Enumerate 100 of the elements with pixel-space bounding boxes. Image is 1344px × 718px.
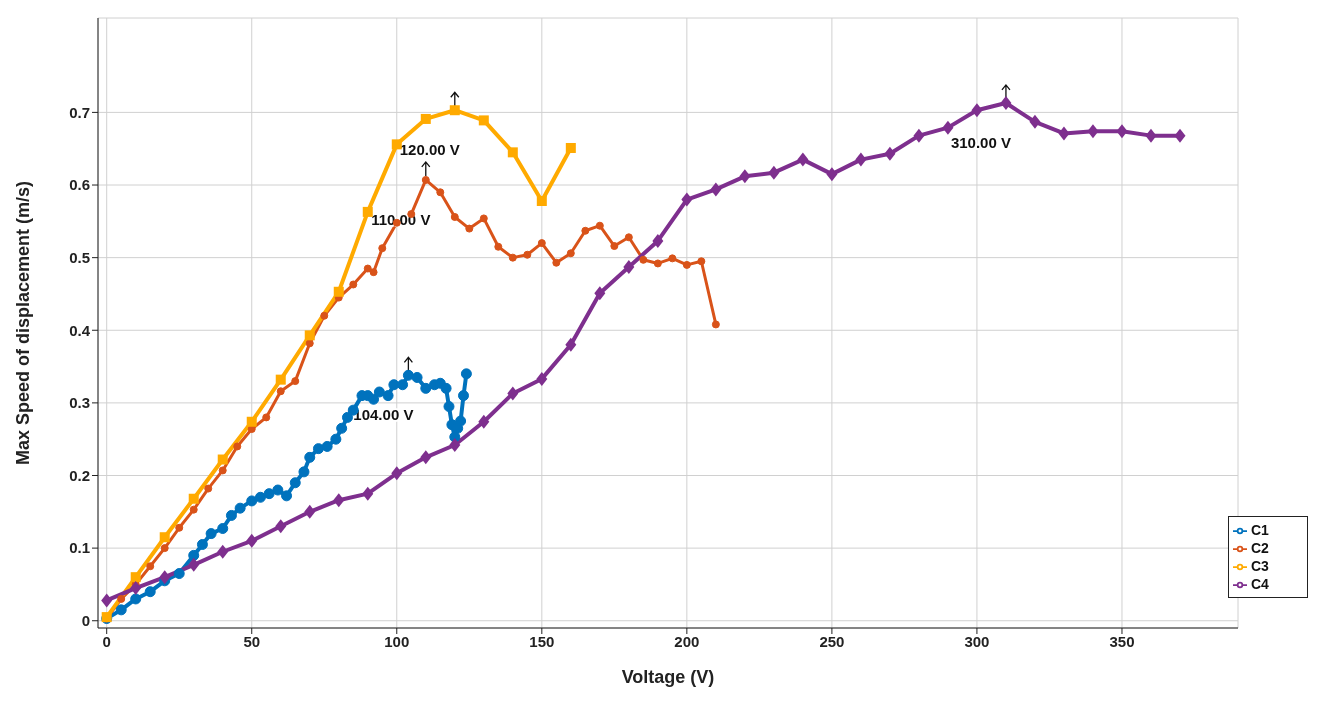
point <box>420 450 432 465</box>
point <box>115 604 127 616</box>
point <box>217 544 229 559</box>
point <box>233 442 242 451</box>
point <box>397 379 409 391</box>
point <box>362 206 373 217</box>
y-axis-title: Max Speed of displacement (m/s) <box>13 180 34 466</box>
point <box>276 387 285 396</box>
point <box>507 386 519 401</box>
point <box>130 593 142 605</box>
point <box>263 488 275 500</box>
point <box>797 152 809 167</box>
point <box>581 226 590 235</box>
y-tick-label: 0.7 <box>69 103 90 121</box>
point <box>536 371 548 386</box>
point <box>369 268 378 277</box>
y-tick-label: 0 <box>81 612 90 630</box>
point <box>373 386 385 398</box>
point <box>246 416 257 427</box>
point <box>855 152 867 167</box>
point <box>440 382 452 394</box>
point <box>536 196 547 206</box>
x-tick-label: 100 <box>384 632 410 650</box>
point <box>681 192 693 207</box>
point <box>246 533 258 548</box>
point <box>275 519 287 534</box>
point <box>1087 124 1099 139</box>
point <box>420 382 432 394</box>
point <box>826 167 838 182</box>
point <box>225 509 237 521</box>
annotation: 120.00 V <box>399 141 460 159</box>
point <box>349 280 358 289</box>
point <box>101 593 113 608</box>
point <box>298 466 310 478</box>
point <box>117 594 126 603</box>
x-tick-label: 300 <box>964 632 990 650</box>
point <box>320 311 329 320</box>
y-tick-label: 0.6 <box>69 176 90 194</box>
point <box>234 502 246 514</box>
point <box>443 401 455 413</box>
point <box>1145 128 1157 143</box>
point <box>362 486 374 501</box>
point <box>449 105 460 116</box>
legend-label: C4 <box>1251 576 1269 592</box>
point <box>565 142 576 153</box>
point <box>196 538 208 550</box>
annotation: 104.00 V <box>353 406 414 424</box>
point <box>460 368 472 380</box>
x-tick-label: 250 <box>819 632 845 650</box>
point <box>639 255 648 264</box>
point <box>552 258 561 267</box>
point <box>304 451 316 463</box>
point <box>623 260 635 275</box>
point <box>942 120 954 135</box>
point <box>333 493 345 508</box>
point <box>739 169 751 184</box>
point <box>478 414 490 429</box>
point <box>913 128 925 143</box>
point <box>537 239 546 248</box>
y-tick-label: 0.3 <box>69 394 90 412</box>
y-tick-label: 0.1 <box>69 539 90 557</box>
point <box>281 490 293 502</box>
point <box>450 212 459 221</box>
point <box>653 259 662 268</box>
point <box>205 528 217 540</box>
point <box>144 586 156 598</box>
point <box>217 454 228 465</box>
point <box>130 581 142 596</box>
point <box>175 523 184 532</box>
point <box>594 286 606 301</box>
point <box>610 242 619 251</box>
point <box>262 413 271 422</box>
point <box>508 253 517 262</box>
point <box>160 544 169 553</box>
point <box>272 484 284 496</box>
point <box>768 165 780 180</box>
point <box>188 557 200 572</box>
x-axis-title: Voltage (V) <box>621 667 715 687</box>
y-tick-label: 0.2 <box>69 466 90 484</box>
point <box>458 390 469 402</box>
point <box>565 337 577 352</box>
point <box>289 477 301 489</box>
point <box>455 415 467 427</box>
point <box>402 369 414 381</box>
point <box>217 523 229 535</box>
point <box>479 214 488 223</box>
point <box>341 411 353 423</box>
point <box>218 466 227 475</box>
point <box>421 175 430 184</box>
point <box>1116 124 1128 139</box>
point <box>391 139 402 150</box>
point <box>411 371 423 383</box>
point <box>494 242 503 251</box>
point <box>1174 128 1186 143</box>
legend-label: C1 <box>1251 522 1269 538</box>
x-tick-label: 150 <box>529 632 555 650</box>
point <box>420 113 431 124</box>
point <box>378 244 387 253</box>
point <box>668 254 677 263</box>
point <box>391 466 403 481</box>
